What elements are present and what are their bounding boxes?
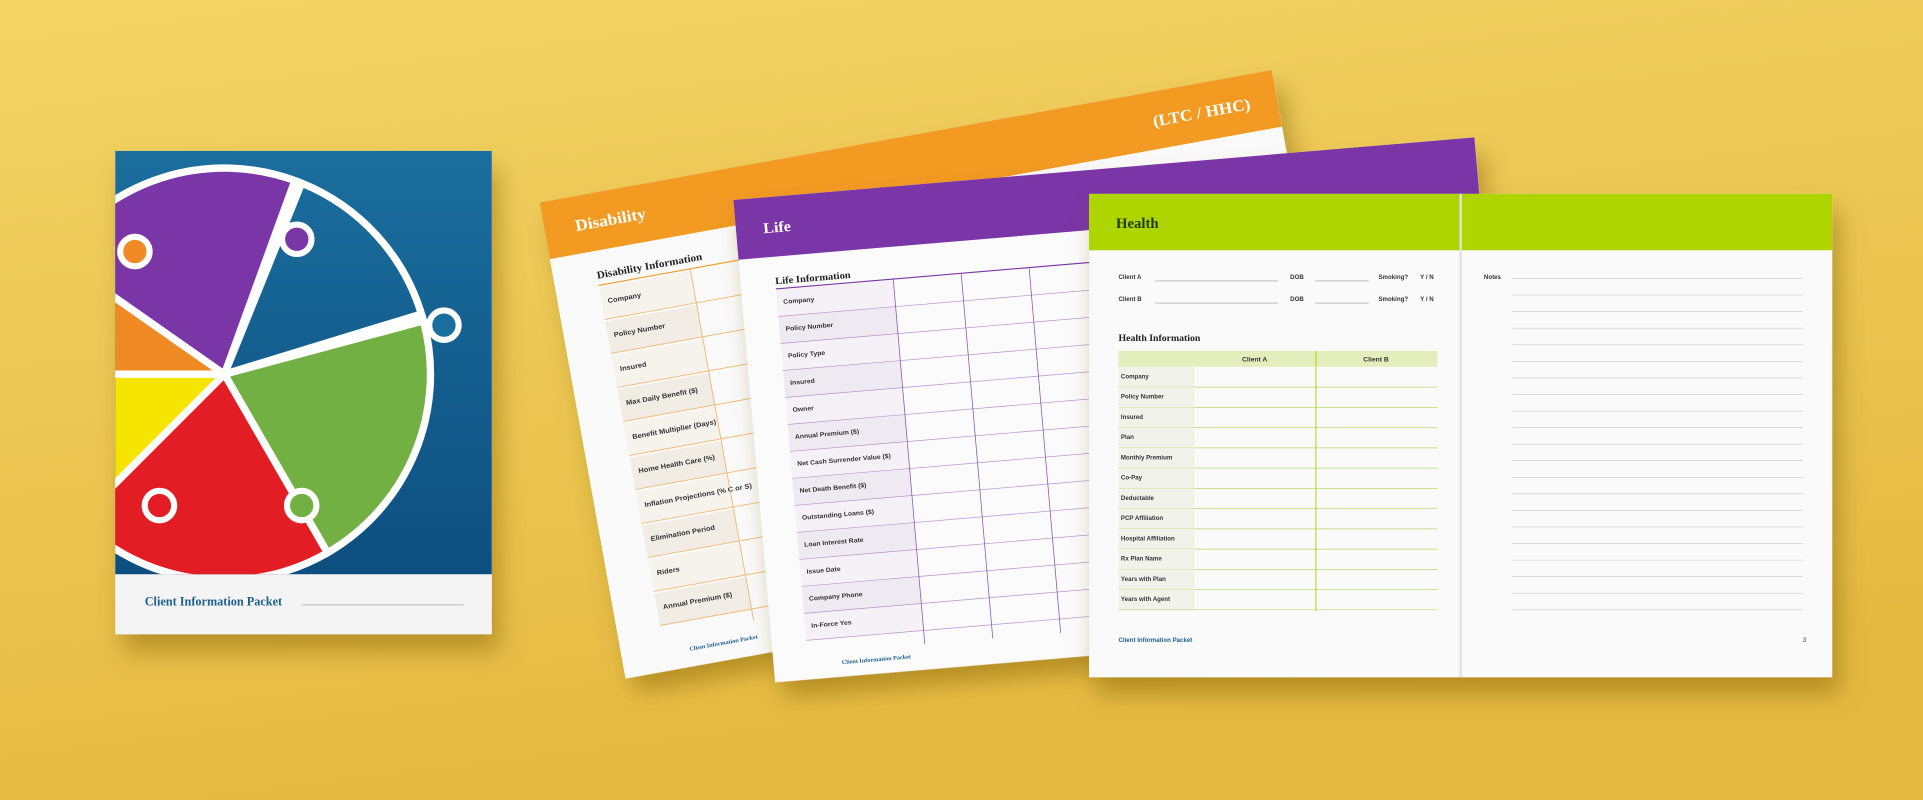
label-cell [790,442,910,479]
label-cell [1118,468,1195,489]
label-cell [605,305,703,354]
label-cell [1118,366,1195,388]
client-label: Client A [1118,274,1141,281]
row-label: Policy Type [788,350,826,360]
label-cell [1118,589,1195,610]
client-label: Client B [1118,296,1142,303]
row-label: Riders [656,565,680,577]
row-label: Issue Date [806,566,841,576]
column-rule [960,273,994,639]
table-header [1118,350,1438,367]
cover-title: Client Information Packet [145,594,283,608]
label-cell [599,271,697,320]
label-cell [1118,549,1195,570]
row-label: Hospital Affiliation [1121,535,1175,542]
label-cell [794,496,915,533]
row-label: In-Force Yes [811,620,852,630]
label-cell [1118,569,1195,590]
label-cell [1118,508,1195,529]
label-cell [804,604,924,641]
puzzle-knob [117,233,153,270]
row-label: PCP Affiliation [1121,515,1163,522]
column-header: Client B [1363,356,1389,363]
puzzle-knob [279,221,315,258]
header-band [539,69,1283,260]
row-label: Company [1121,373,1149,380]
footer: Client Information Packet [1118,637,1192,644]
section-title: Health Information [1118,333,1200,344]
row-label: Policy Number [785,322,834,333]
puzzle-piece [218,316,435,558]
label-cell [783,361,903,398]
row-label: Policy Number [1121,394,1164,401]
row-label: Company [783,296,815,305]
footer: Client Information Packet [842,654,912,666]
smoking-answer: Y / N [1420,296,1434,303]
row-label: Years with Plan [1121,576,1166,583]
row-label: Rx Plan Name [1121,556,1162,563]
row-label: Monthly Premium [1121,454,1173,461]
label-cell [801,577,922,614]
label-cell [787,415,908,452]
label-cell [1118,488,1195,509]
puzzle-knob [283,487,320,524]
label-cell [1118,407,1195,428]
label-cell [780,334,901,371]
smoking-label: Smoking? [1378,274,1408,281]
column-header: Client A [1242,356,1267,363]
puzzle-piece [115,370,234,489]
page-title: Life [763,218,792,237]
label-cell [642,509,740,558]
row-label: Company Phone [809,591,863,602]
label-cell [797,523,917,560]
row-label: Owner [792,405,814,414]
row-label: Deductable [1121,495,1155,502]
health-page: Health Notes Health Information Client I… [1089,193,1833,678]
label-cell [648,543,746,592]
label-cell [654,577,752,626]
label-cell [776,280,896,317]
puzzle-knob [141,487,178,524]
row-label: Insured [1121,414,1143,421]
puzzle-piece [115,293,237,378]
label-cell [1118,528,1195,550]
notes-label: Notes [1484,274,1502,281]
row-label: Loan Interest Rate [804,537,864,549]
label-cell [792,469,912,506]
label-cell [1118,387,1195,408]
label-cell [1118,427,1195,448]
label-cell [1118,447,1195,469]
label-cell [623,407,721,456]
puzzle-knob [426,307,462,343]
label-cell [629,441,728,490]
puzzle-piece [115,368,333,575]
puzzle-piece [115,164,300,380]
page-number: 3 [1803,637,1807,644]
label-cell [799,550,919,587]
label-cell [785,388,905,425]
label-cell [611,339,709,388]
column-rule [689,268,755,621]
row-label: Co-Pay [1121,475,1143,482]
smoking-label: Smoking? [1378,296,1408,303]
puzzle [115,164,462,575]
dob-label: DOB [1290,296,1304,303]
row-label: Plan [1121,434,1134,441]
smoking-answer: Y / N [1420,274,1434,281]
label-cell [617,373,715,422]
label-cell [635,475,734,524]
row-label: Years with Agent [1121,596,1170,603]
puzzle-outline [218,178,427,381]
page-title: Health [1116,216,1159,232]
cover: Client Information Packet [115,150,492,635]
column-rule [892,279,926,645]
label-cell [778,307,898,344]
row-label: Insured [790,378,815,387]
column-rule [1028,267,1062,633]
dob-label: DOB [1290,274,1304,281]
